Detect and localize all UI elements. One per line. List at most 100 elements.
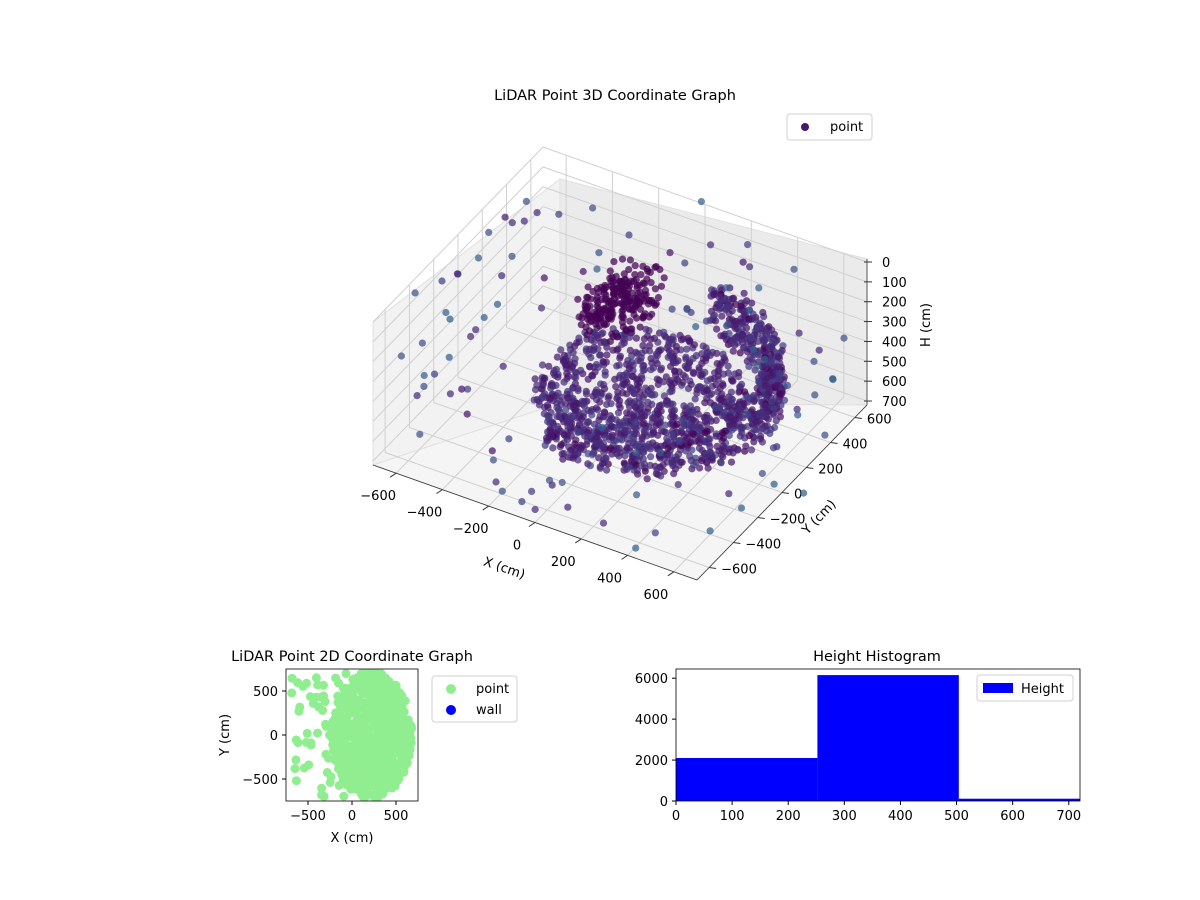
z-axis-label-3d: H (cm) xyxy=(919,303,934,347)
point-3d-structure xyxy=(641,286,650,294)
point-3d-floor xyxy=(703,377,712,385)
legend-marker-wall-2d xyxy=(446,705,456,715)
point-2d-outlier xyxy=(287,673,297,683)
point-3d-wall xyxy=(734,446,742,454)
point-3d-wall xyxy=(623,465,631,473)
point-3d-floor xyxy=(719,380,727,388)
point-3d-outlier xyxy=(810,357,818,365)
point-3d-floor xyxy=(672,346,680,355)
point-3d-wall xyxy=(574,427,582,436)
point-3d-wall xyxy=(761,401,769,409)
point-3d-outlier xyxy=(702,317,711,325)
point-3d-wall xyxy=(713,325,721,333)
point-3d-wall xyxy=(600,449,608,457)
point-3d-outlier xyxy=(794,411,802,419)
point-3d-wall xyxy=(643,475,651,483)
point-3d-wall xyxy=(752,316,760,324)
point-3d-floor xyxy=(616,404,624,412)
point-3d-wall xyxy=(696,464,704,472)
point-3d-floor xyxy=(601,371,609,379)
point-3d-floor xyxy=(559,356,567,364)
point-3d-floor xyxy=(712,381,720,389)
z-tick-label-3d: 700 xyxy=(882,395,907,410)
point-3d-floor xyxy=(698,350,706,358)
point-3d-wall xyxy=(689,416,697,424)
point-3d-outlier xyxy=(739,258,747,266)
point-3d-structure xyxy=(619,314,628,322)
point-3d-wall xyxy=(675,450,683,458)
point-3d-wall xyxy=(759,308,767,317)
point-3d-wall xyxy=(599,459,607,467)
point-3d-wall xyxy=(743,348,752,356)
ticks-3d: −600−400−2000200400600−600−400−200020040… xyxy=(360,256,907,603)
point-3d-structure xyxy=(631,271,639,279)
point-2d xyxy=(366,748,376,758)
point-3d-floor xyxy=(636,388,644,396)
point-3d-wall xyxy=(595,454,603,462)
z-tick-label-3d: 400 xyxy=(882,335,907,350)
point-3d-structure xyxy=(651,285,660,293)
point-3d-outlier xyxy=(438,277,446,285)
point-3d-outlier xyxy=(746,263,754,271)
point-3d-outlier xyxy=(498,272,506,280)
point-3d-wall xyxy=(549,444,557,452)
point-2d-outlier xyxy=(341,779,351,789)
point-3d-wall xyxy=(760,339,768,347)
point-3d-outlier xyxy=(467,332,475,341)
point-3d-floor xyxy=(666,388,674,396)
x-tick-label-2d: −500 xyxy=(290,809,326,824)
point-2d xyxy=(405,745,415,754)
point-3d-floor xyxy=(670,406,679,414)
point-3d-floor xyxy=(644,398,652,406)
point-2d-outlier xyxy=(317,783,327,793)
point-3d-wall xyxy=(775,353,783,361)
point-3d-wall xyxy=(766,429,774,438)
point-3d-floor xyxy=(582,347,591,355)
point-3d-wall xyxy=(656,454,664,462)
point-3d-wall xyxy=(776,370,784,378)
point-3d-outlier xyxy=(754,362,762,370)
point-3d-floor xyxy=(696,371,705,379)
point-3d-outlier xyxy=(595,249,603,257)
x-tick-label-histogram: 700 xyxy=(1056,809,1081,824)
point-3d-wall xyxy=(755,378,763,386)
point-3d-floor xyxy=(624,399,632,407)
legend-3d: point xyxy=(786,113,873,141)
point-3d-floor xyxy=(690,369,698,377)
point-3d-wall xyxy=(623,435,631,443)
point-3d-outlier xyxy=(687,308,695,317)
grid-line-h-back xyxy=(542,186,868,303)
point-3d-outlier xyxy=(446,390,454,398)
point-3d-outlier xyxy=(397,352,405,360)
point-3d-floor xyxy=(586,363,594,371)
point-3d-floor xyxy=(719,350,727,358)
point-2d-outlier xyxy=(340,685,350,695)
point-3d-wall xyxy=(571,407,579,415)
point-2d-outlier xyxy=(290,764,300,774)
point-3d-wall xyxy=(662,428,670,437)
point-3d-floor xyxy=(560,378,568,386)
point-3d-outlier xyxy=(598,423,606,431)
x-tick-label-3d: −600 xyxy=(360,489,396,504)
point-3d-structure xyxy=(631,262,639,270)
point-3d-wall xyxy=(703,427,711,435)
x-tick-mark-3d xyxy=(436,489,443,495)
x-tick-label-3d: 600 xyxy=(643,588,668,603)
point-3d-outlier xyxy=(758,469,767,478)
point-3d-wall xyxy=(739,338,747,346)
point-3d-wall xyxy=(623,444,631,452)
point-3d-floor xyxy=(589,346,598,354)
point-3d-wall xyxy=(564,414,573,422)
point-2d xyxy=(391,684,401,694)
point-3d-wall xyxy=(770,330,779,338)
point-2d xyxy=(397,732,407,742)
point-3d-wall xyxy=(741,388,749,396)
point-3d-outlier xyxy=(793,405,801,413)
z-tick-label-3d: 200 xyxy=(882,296,907,311)
grid-line-h-side xyxy=(372,146,544,323)
point-3d-outlier xyxy=(676,438,684,446)
legend-marker-point-3d xyxy=(801,123,809,131)
point-3d-structure xyxy=(634,289,642,298)
point-3d-wall xyxy=(776,390,784,398)
point-2d-outlier xyxy=(334,780,344,790)
